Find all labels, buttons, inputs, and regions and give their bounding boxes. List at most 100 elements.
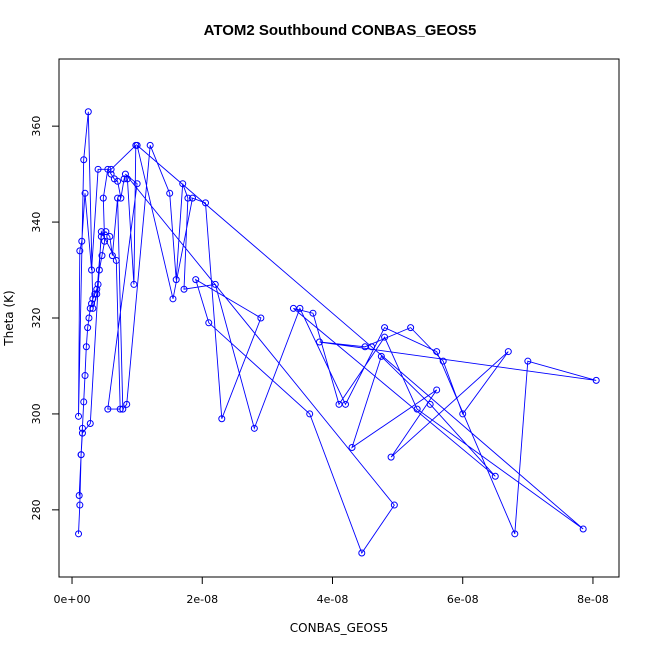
data-point (104, 405, 112, 413)
data-point (257, 314, 265, 322)
x-tick-label: 2e-08 (186, 593, 218, 606)
data-point (211, 280, 219, 288)
y-tick-label: 360 (30, 116, 43, 137)
data-point (218, 415, 226, 423)
data-point (97, 232, 105, 240)
data-point (592, 376, 600, 384)
data-point (89, 304, 97, 312)
y-tick-label: 300 (30, 403, 43, 424)
data-point (491, 472, 499, 480)
data-point (98, 252, 106, 260)
chart-title: ATOM2 Southbound CONBAS_GEOS5 (204, 22, 477, 39)
data-point (511, 530, 519, 538)
x-tick-label: 8e-08 (577, 593, 609, 606)
data-point (102, 228, 110, 236)
data-point (86, 304, 94, 312)
data-point (107, 170, 115, 178)
data-point (289, 304, 297, 312)
data-point (250, 424, 258, 432)
x-tick-label: 4e-08 (317, 593, 349, 606)
x-tick-label: 0e+00 (54, 593, 91, 606)
data-point (407, 324, 415, 332)
data-point (75, 530, 83, 538)
data-point (107, 165, 115, 173)
data-point (114, 194, 122, 202)
data-point (120, 175, 128, 183)
data-point (88, 266, 96, 274)
data-point (80, 156, 88, 164)
data-point (88, 300, 96, 308)
data-point (146, 141, 154, 149)
data-point (116, 405, 124, 413)
data-point (188, 194, 196, 202)
y-axis: 280 300 320 340 360 (30, 116, 60, 520)
data-point (133, 180, 141, 188)
data-point (381, 324, 389, 332)
data-point (184, 194, 192, 202)
data-point (381, 333, 389, 341)
data-point (504, 348, 512, 356)
data-point (309, 309, 317, 317)
data-point (180, 285, 188, 293)
data-point (76, 247, 84, 255)
series-line (78, 111, 597, 554)
data-point (117, 194, 125, 202)
data-point (78, 237, 86, 245)
data-point (93, 290, 101, 298)
data-point (75, 491, 83, 499)
data-point (433, 348, 441, 356)
data-point (387, 453, 395, 461)
data-point (361, 343, 369, 351)
y-tick-label: 320 (30, 308, 43, 329)
y-axis-label: Theta (K) (2, 290, 16, 346)
data-point (78, 424, 86, 432)
data-point (179, 180, 187, 188)
data-point (426, 400, 434, 408)
data-point (342, 400, 350, 408)
data-point (78, 429, 86, 437)
data-point (93, 285, 101, 293)
data-point (108, 252, 116, 260)
x-tick-label: 6e-08 (447, 593, 479, 606)
data-point (296, 304, 304, 312)
data-point (76, 501, 84, 509)
data-point (84, 324, 92, 332)
data-point (169, 295, 177, 303)
data-point (166, 189, 174, 197)
data-point (130, 280, 138, 288)
data-point (205, 319, 213, 327)
x-axis: 0e+00 2e-08 4e-08 6e-08 8e-08 (54, 576, 609, 606)
data-point (315, 338, 323, 346)
data-point (99, 194, 107, 202)
data-point (377, 352, 385, 360)
data-point (97, 228, 105, 236)
data-point (390, 501, 398, 509)
data-point (121, 170, 129, 178)
data-point (413, 405, 421, 413)
data-point (80, 398, 88, 406)
data-point (123, 400, 131, 408)
data-point (81, 189, 89, 197)
data-point (306, 410, 314, 418)
data-point (75, 412, 83, 420)
data-point (114, 177, 122, 185)
data-point (85, 314, 93, 322)
data-point (82, 343, 90, 351)
data-point (112, 256, 120, 264)
data-point (84, 108, 92, 116)
plot-frame (58, 58, 620, 578)
x-axis-label: CONBAS_GEOS5 (290, 621, 388, 635)
data-point (368, 343, 376, 351)
data-point (95, 266, 103, 274)
data-point (94, 165, 102, 173)
data-point (348, 444, 356, 451)
data-point (459, 410, 467, 418)
data-point (106, 232, 114, 240)
y-tick-label: 280 (30, 499, 43, 520)
data-point (172, 276, 180, 284)
data-point (433, 386, 441, 394)
data-series (75, 108, 600, 557)
data-point (202, 199, 210, 207)
data-point (579, 525, 587, 533)
